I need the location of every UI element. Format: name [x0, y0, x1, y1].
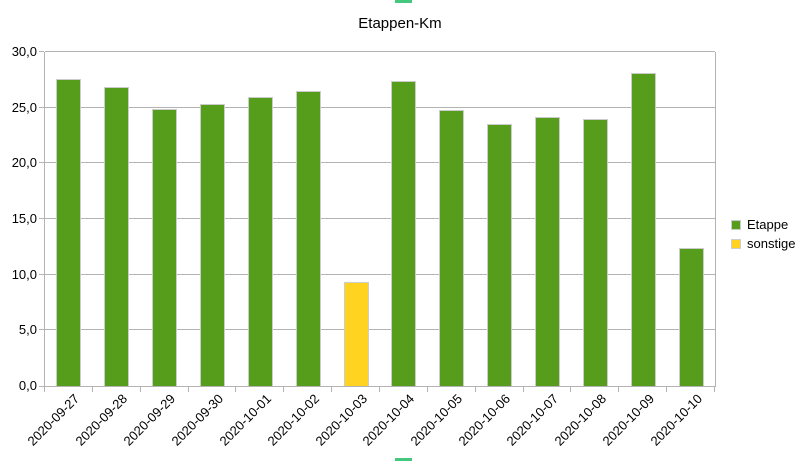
y-axis-label: 0,0	[18, 378, 37, 393]
x-axis-tick	[44, 387, 45, 392]
selection-handle-bottom[interactable]	[395, 458, 412, 461]
x-axis-tick	[140, 387, 141, 392]
y-axis-label: 15,0	[11, 211, 37, 226]
bar-etappe-2020-10-10[interactable]	[678, 248, 704, 386]
x-axis-tick	[618, 387, 619, 392]
y-axis-label: 30,0	[11, 44, 37, 59]
x-axis-tick	[379, 387, 380, 392]
y-gridline	[45, 106, 715, 108]
bar-etappe-2020-09-27[interactable]	[56, 79, 82, 386]
chart-title: Etappen-Km	[358, 15, 442, 32]
bar-etappe-2020-09-29[interactable]	[152, 109, 178, 386]
x-axis-tick	[427, 387, 428, 392]
y-gridline	[45, 162, 715, 164]
legend-entry-etappe[interactable]: Etappe	[731, 215, 795, 234]
legend-label: sonstige	[747, 236, 796, 251]
y-axis-label: 20,0	[11, 155, 37, 171]
x-axis-tick	[283, 387, 284, 392]
bar-sonstige-2020-10-03[interactable]	[343, 282, 369, 386]
y-axis-label: 10,0	[11, 266, 37, 282]
y-axis-tick	[39, 273, 44, 275]
bar-etappe-2020-10-06[interactable]	[487, 124, 513, 386]
bar-etappe-2020-09-30[interactable]	[200, 104, 225, 386]
y-axis-tick	[39, 329, 44, 331]
y-gridline	[45, 329, 715, 331]
bar-etappe-2020-10-02[interactable]	[295, 91, 321, 386]
y-axis-tick	[39, 218, 44, 219]
bar-etappe-2020-09-28[interactable]	[104, 87, 130, 386]
x-axis-tick	[235, 387, 236, 392]
x-axis-tick	[570, 387, 571, 392]
y-axis-tick	[39, 106, 44, 108]
plot-area	[44, 51, 716, 387]
x-axis-tick	[331, 387, 332, 392]
x-axis-tick	[666, 387, 667, 392]
x-axis-tick	[188, 387, 189, 392]
y-axis-tick	[39, 386, 44, 387]
legend-label: Etappe	[747, 217, 789, 232]
legend-swatch-icon	[731, 219, 741, 230]
legend-swatch-icon	[731, 238, 741, 249]
y-gridline	[45, 51, 715, 52]
y-axis-label: 25,0	[11, 99, 37, 115]
y-axis-tick	[39, 162, 44, 164]
bar-etappe-2020-10-05[interactable]	[439, 110, 465, 386]
bar-etappe-2020-10-01[interactable]	[247, 97, 273, 386]
y-axis-label: 5,0	[18, 322, 37, 338]
bar-etappe-2020-10-08[interactable]	[582, 119, 608, 386]
y-axis-tick	[39, 51, 44, 52]
x-axis-tick	[475, 387, 476, 392]
bar-etappe-2020-10-04[interactable]	[391, 81, 417, 386]
y-gridline	[45, 273, 715, 275]
x-axis-tick	[523, 387, 524, 392]
legend-entry-sonstige[interactable]: sonstige	[731, 234, 795, 253]
selection-handle-top[interactable]	[395, 0, 412, 3]
bar-etappe-2020-10-09[interactable]	[630, 73, 656, 386]
y-gridline	[45, 218, 715, 219]
legend[interactable]: Etappe sonstige	[731, 215, 795, 253]
x-axis-tick	[92, 387, 93, 392]
x-axis-tick	[714, 387, 715, 392]
bar-etappe-2020-10-07[interactable]	[535, 117, 560, 386]
